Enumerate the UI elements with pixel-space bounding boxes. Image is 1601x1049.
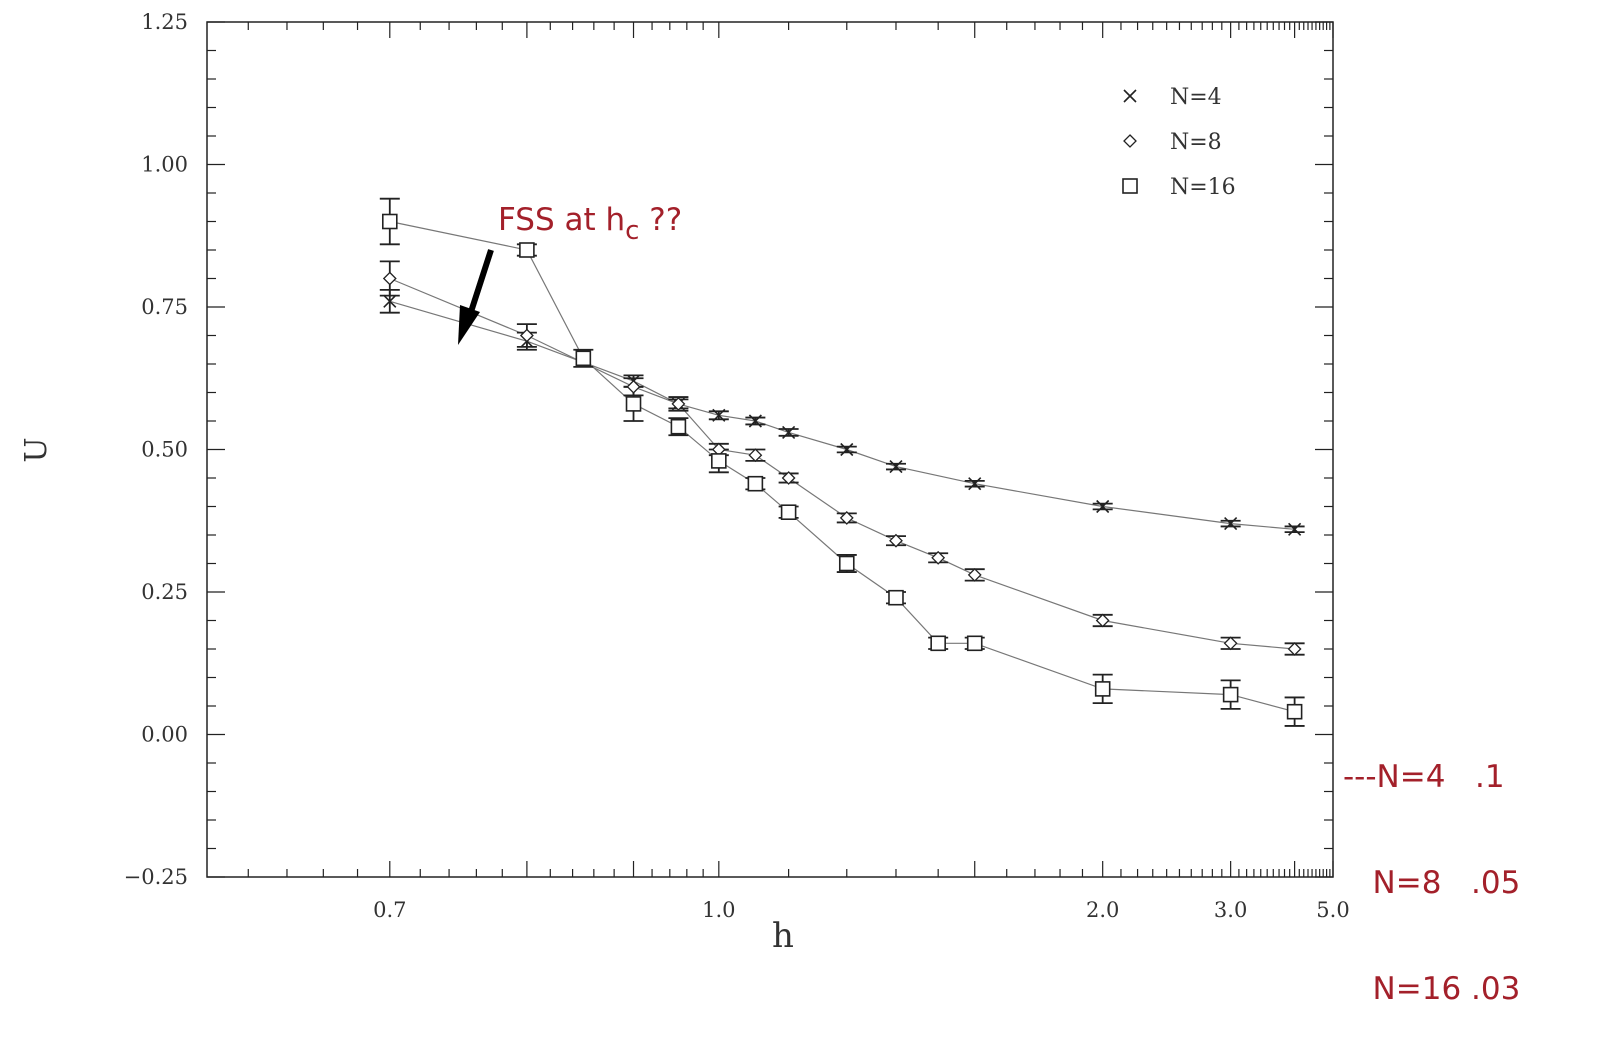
data-point-diamond <box>967 567 982 582</box>
data-point-square <box>966 635 983 652</box>
legend-marker-square <box>1122 178 1138 194</box>
legend-marker-x <box>1123 89 1137 103</box>
data-point-diamond <box>671 396 686 411</box>
data-point-square <box>888 589 904 606</box>
side-notes: ---N=4 .1 N=8 .05 N=16 .03 <box>1343 700 1520 1049</box>
data-point-x <box>889 460 903 474</box>
plot-frame <box>206 21 1334 878</box>
data-point-x <box>1224 517 1238 531</box>
data-point-square <box>1286 703 1303 720</box>
data-point-square <box>747 475 764 492</box>
x-tick-label: 0.7 <box>373 898 406 922</box>
data-point-square <box>780 504 797 521</box>
data-point-square <box>1222 686 1239 703</box>
data-point-diamond <box>1223 636 1238 651</box>
data-point-diamond <box>519 328 534 343</box>
side-note-n4: ---N=4 .1 <box>1343 759 1505 795</box>
data-point-diamond <box>1287 642 1302 656</box>
y-tick-label: 0.25 <box>141 580 188 604</box>
x-tick-label: 1.0 <box>702 898 735 922</box>
y-axis-label: U <box>19 437 54 462</box>
data-point-square <box>625 396 642 412</box>
data-point-diamond <box>931 550 946 565</box>
legend-label: N=16 <box>1170 175 1236 200</box>
y-tick-label: 1.25 <box>141 10 188 34</box>
legend-label: N=4 <box>1170 85 1222 110</box>
fss-annotation: FSS at hc ?? <box>498 202 683 245</box>
x-tick-label: 2.0 <box>1086 898 1119 922</box>
data-point-diamond <box>748 448 763 463</box>
data-point-square <box>930 635 946 652</box>
data-point-x <box>1288 522 1302 536</box>
data-point-diamond <box>839 510 854 525</box>
side-note-n8: N=8 .05 <box>1343 865 1521 901</box>
y-tick-label: −0.25 <box>124 865 188 889</box>
data-point-x <box>840 442 854 457</box>
y-tick-label: 0.50 <box>141 438 188 462</box>
data-point-x <box>968 477 982 491</box>
data-point-x <box>383 294 397 308</box>
data-point-square <box>381 213 398 230</box>
data-point-square <box>519 242 535 258</box>
y-tick-label: 1.00 <box>141 153 188 177</box>
data-point-square <box>670 418 687 435</box>
series-line-n8 <box>389 277 1295 650</box>
data-point-x <box>712 408 726 422</box>
data-point-diamond <box>382 271 397 286</box>
data-point-diamond <box>889 533 903 548</box>
data-point-square <box>575 350 592 367</box>
data-point-diamond <box>781 471 796 485</box>
legend-label: N=8 <box>1170 130 1222 155</box>
data-point-x <box>1096 499 1110 514</box>
x-axis-label: h <box>772 916 794 951</box>
annotation-arrow-head <box>458 305 480 345</box>
fss-annotation-subscript: c <box>625 216 640 247</box>
data-point-diamond <box>1095 613 1110 628</box>
y-tick-label: 0.00 <box>141 723 188 747</box>
y-tick-label: 0.75 <box>141 295 188 319</box>
x-tick-label: 5.0 <box>1316 898 1349 922</box>
x-tick-label: 3.0 <box>1214 898 1247 922</box>
fss-annotation-text: FSS at h <box>498 202 626 238</box>
data-point-diamond <box>626 379 641 394</box>
data-point-x <box>782 425 796 439</box>
data-point-square <box>838 555 855 572</box>
data-point-square <box>711 453 727 469</box>
data-point-square <box>1094 681 1111 697</box>
side-note-n16: N=16 .03 <box>1343 971 1521 1007</box>
annotation-arrow-shaft <box>466 249 494 319</box>
legend-marker-diamond <box>1123 134 1137 148</box>
series-line-n16 <box>389 220 1295 713</box>
chart: N=4 N=8 N=16 0.7 1.0 2.0 3.0 5.0 −0.25 0.00 0.25 0… <box>19 10 1350 951</box>
data-point-x <box>748 414 762 428</box>
fss-annotation-tail: ?? <box>639 202 683 238</box>
